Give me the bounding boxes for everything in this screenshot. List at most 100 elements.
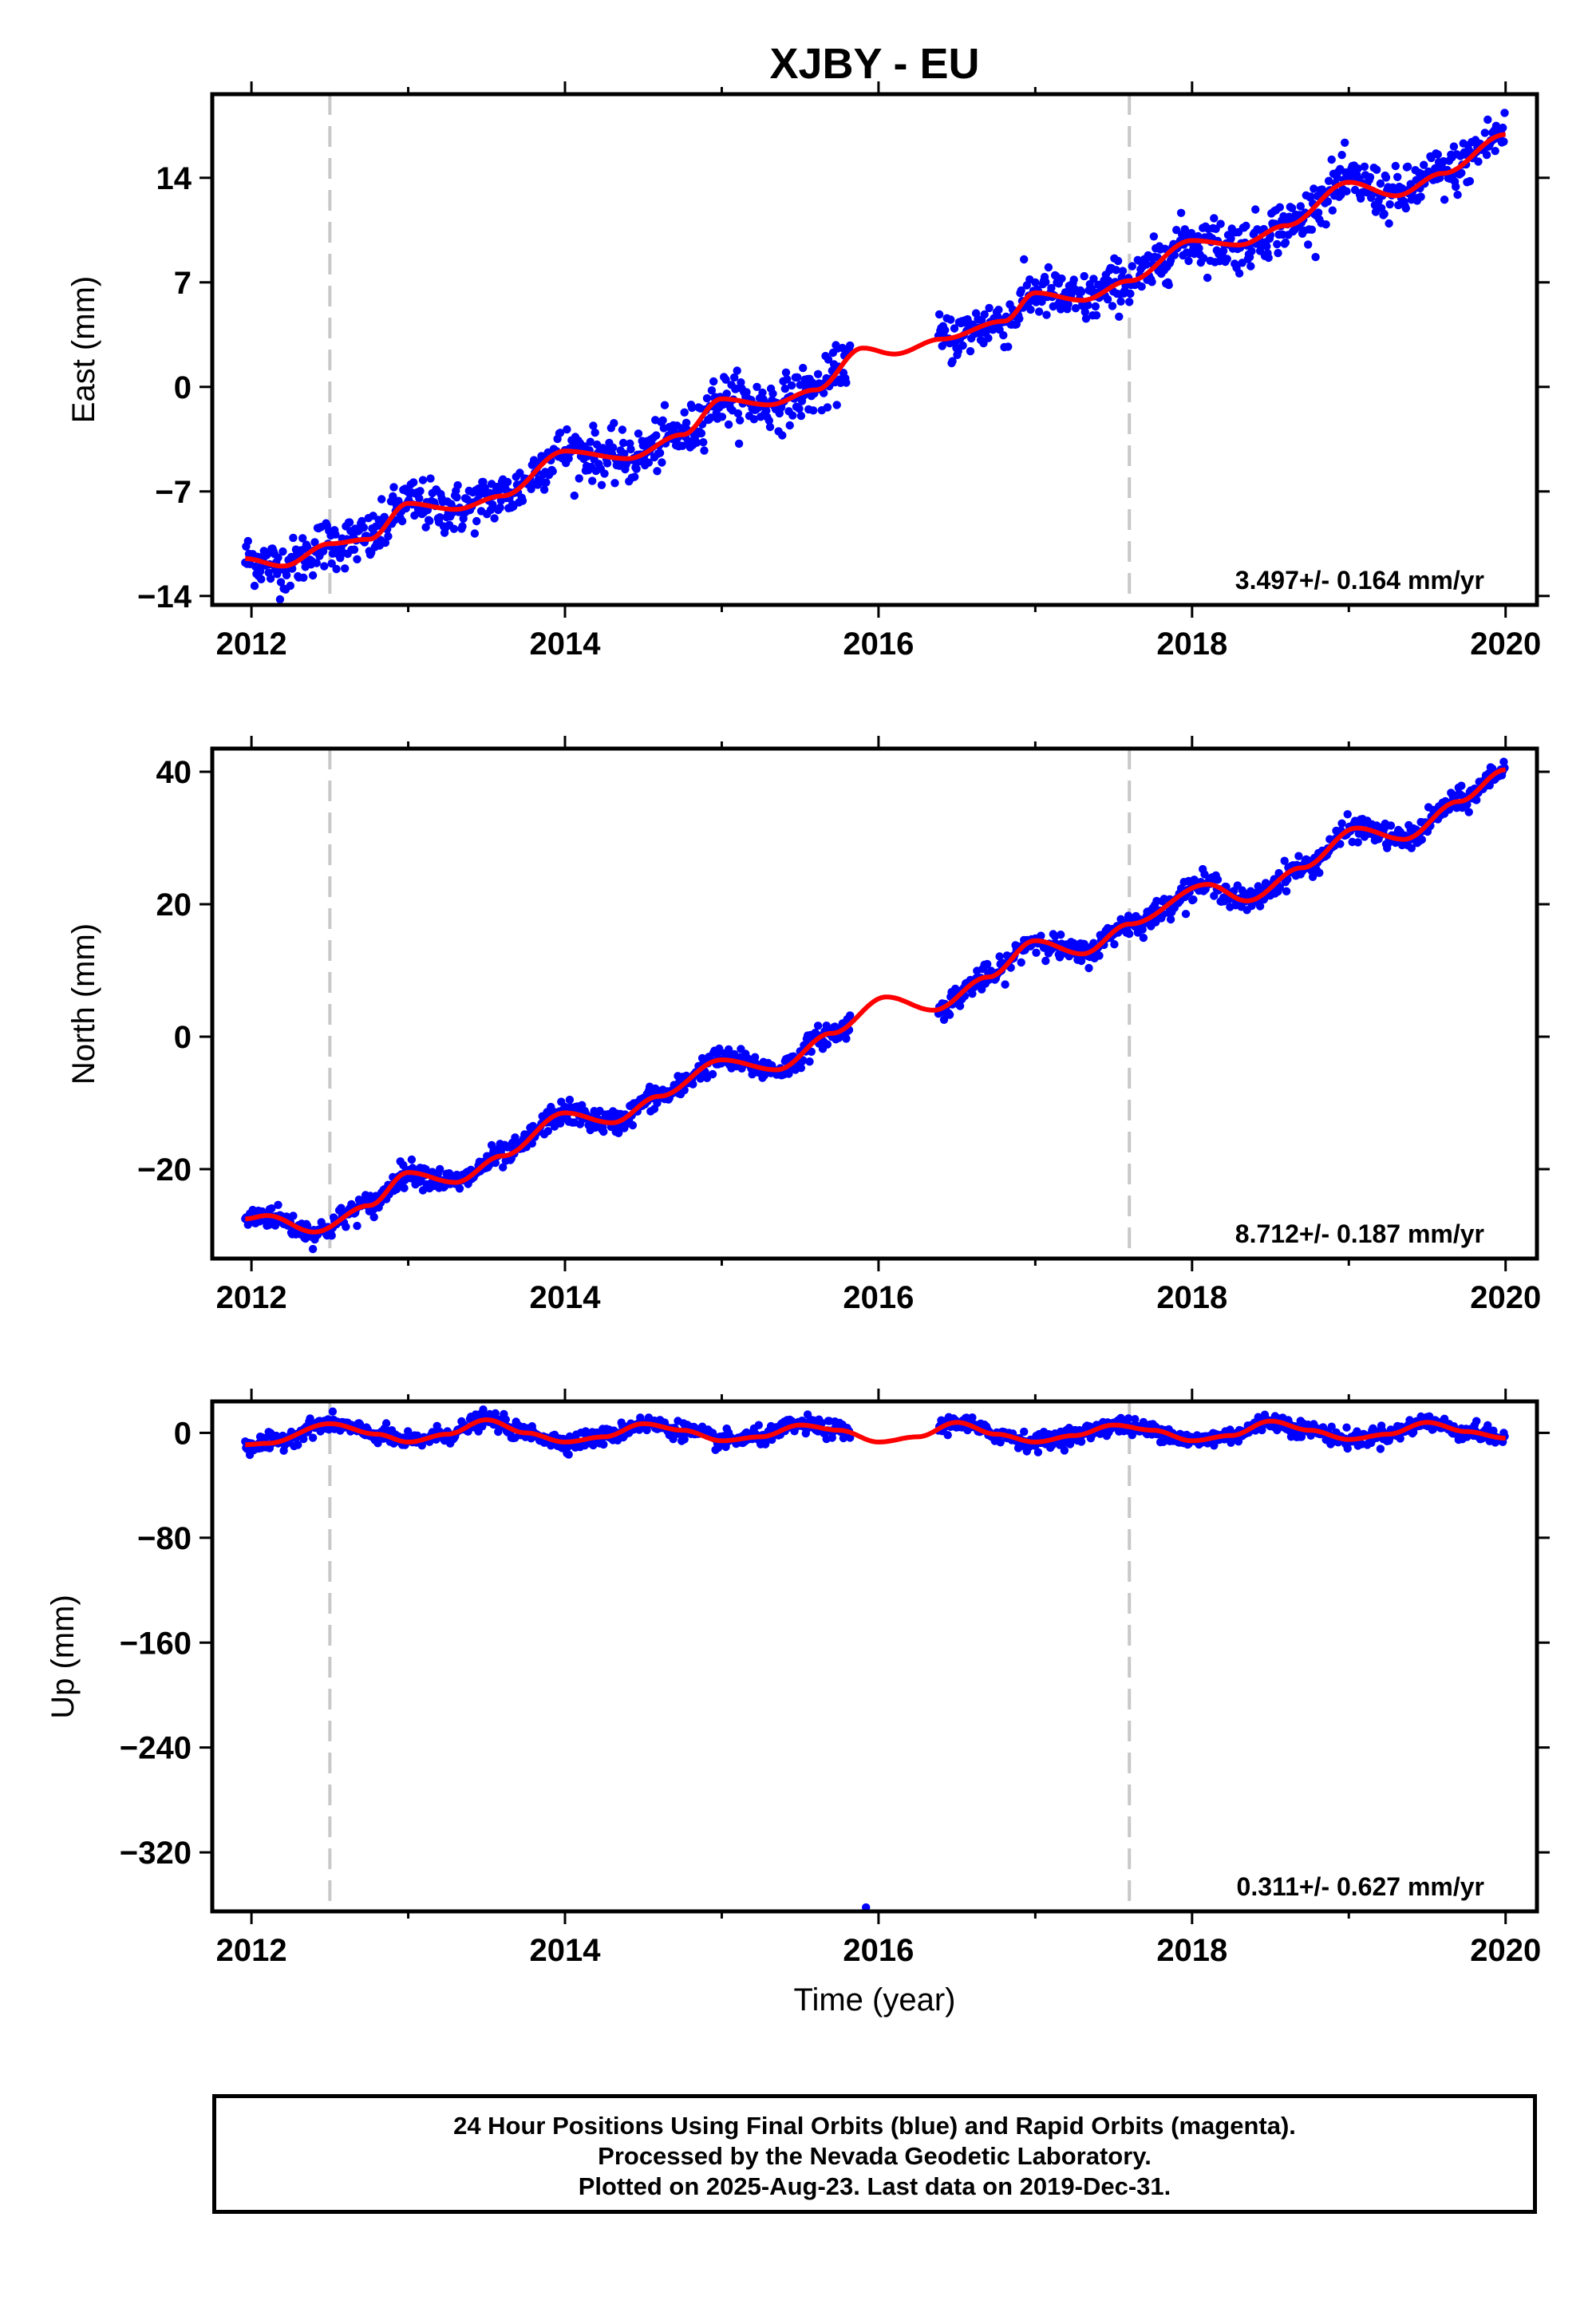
daily-position-point [501, 1415, 510, 1425]
daily-position-point [1380, 209, 1389, 219]
daily-position-point [373, 1439, 382, 1448]
daily-position-point [1116, 297, 1125, 306]
daily-position-point [426, 474, 435, 483]
daily-position-point [1108, 302, 1117, 310]
daily-position-point [823, 403, 832, 412]
daily-position-point [359, 523, 368, 532]
daily-position-point [1465, 176, 1475, 186]
daily-position-point [820, 389, 828, 397]
daily-position-point [1004, 342, 1013, 351]
daily-position-point [823, 1040, 832, 1049]
daily-position-point [371, 522, 381, 531]
daily-position-point [1324, 176, 1333, 185]
daily-position-point [341, 564, 350, 573]
daily-position-point [846, 341, 855, 350]
daily-position-point [563, 425, 571, 434]
daily-position-point [1170, 251, 1179, 259]
plot-frame [210, 1399, 1539, 1914]
daily-position-point [1042, 310, 1051, 319]
velocity-rate-label: 8.712+/- 0.187 mm/yr [1235, 1219, 1484, 1248]
daily-position-point [733, 366, 741, 375]
daily-position-point [407, 1155, 417, 1164]
daily-position-point [327, 1231, 336, 1240]
x-tick-label: 2018 [1156, 1933, 1227, 1968]
daily-position-point [1176, 208, 1186, 217]
y-tick-label: −20 [137, 1152, 192, 1188]
daily-position-point [1126, 289, 1135, 298]
daily-position-point [1112, 266, 1120, 275]
x-tick-label: 2020 [1470, 1933, 1541, 1968]
daily-position-point [945, 1010, 954, 1019]
daily-position-point [644, 458, 654, 467]
daily-position-point [1449, 142, 1459, 151]
daily-position-point [1401, 204, 1411, 213]
daily-position-point [575, 474, 583, 483]
daily-position-point [610, 419, 618, 428]
plot-frame [210, 746, 1539, 1261]
daily-position-point [1360, 162, 1369, 171]
footer-line-orbits: 24 Hour Positions Using Final Orbits (bl… [453, 2112, 1296, 2140]
daily-position-point [1115, 312, 1124, 321]
daily-position-point [345, 518, 354, 527]
daily-position-point [518, 496, 527, 505]
daily-position-point [652, 431, 661, 440]
daily-position-point [968, 990, 977, 998]
daily-position-point [274, 1200, 282, 1210]
daily-position-point [1376, 1445, 1385, 1453]
daily-position-point [1472, 1417, 1481, 1425]
daily-position-point [453, 480, 462, 490]
daily-position-point [1181, 910, 1191, 919]
daily-position-point [1149, 232, 1159, 241]
daily-position-point [1142, 260, 1151, 269]
daily-position-point [1273, 239, 1282, 249]
daily-position-point [381, 538, 390, 547]
daily-position-point [1341, 138, 1349, 147]
daily-position-point [1393, 172, 1402, 181]
daily-position-point [758, 388, 767, 397]
daily-position-point [1457, 168, 1466, 177]
daily-position-point [266, 574, 275, 583]
daily-position-point [279, 547, 287, 556]
daily-position-point [1080, 307, 1090, 317]
daily-position-point [1060, 1446, 1069, 1455]
daily-position-point [267, 1204, 276, 1213]
daily-position-point [994, 306, 1003, 314]
daily-position-point [1041, 278, 1050, 287]
daily-position-point [968, 1413, 977, 1422]
daily-position-point [539, 485, 549, 494]
daily-position-point [1203, 273, 1212, 283]
y-axis-label: Up (mm) [45, 1595, 81, 1719]
model-fit-line [245, 767, 1506, 1235]
daily-position-point [1125, 930, 1134, 939]
daily-position-point [750, 1053, 760, 1061]
daily-position-point [289, 1211, 298, 1220]
daily-position-point [753, 382, 761, 391]
daily-position-point [1017, 958, 1025, 967]
daily-position-point [1020, 1427, 1029, 1437]
daily-position-point [842, 1034, 851, 1043]
daily-position-point [1499, 137, 1508, 146]
daily-position-point [1032, 948, 1041, 958]
daily-position-point [955, 1002, 965, 1010]
y-axis-label: North (mm) [66, 923, 101, 1085]
processing-info-box: 24 Hour Positions Using Final Orbits (bl… [212, 2094, 1537, 2214]
daily-position-point [472, 516, 481, 526]
daily-position-point [555, 429, 565, 437]
daily-position-point [320, 562, 329, 571]
daily-position-point [796, 1064, 806, 1073]
daily-position-point [369, 1212, 378, 1222]
daily-position-point [1281, 238, 1290, 247]
daily-position-point [995, 952, 1004, 961]
daily-position-point [722, 389, 731, 398]
daily-position-point [1210, 891, 1219, 900]
daily-position-point [846, 1011, 855, 1020]
panel-east: 2012 2014 2016 2018 2020 14 7 0 −7 −14 East (mm) 3.… [66, 81, 1550, 662]
daily-position-point [817, 1418, 827, 1428]
daily-position-point [614, 1128, 623, 1138]
daily-position-point [458, 522, 467, 531]
daily-position-point [1472, 796, 1481, 804]
y-tick-label: −14 [137, 579, 192, 615]
daily-position-point [1189, 895, 1198, 904]
daily-position-point [653, 467, 662, 476]
daily-position-point [778, 431, 787, 440]
